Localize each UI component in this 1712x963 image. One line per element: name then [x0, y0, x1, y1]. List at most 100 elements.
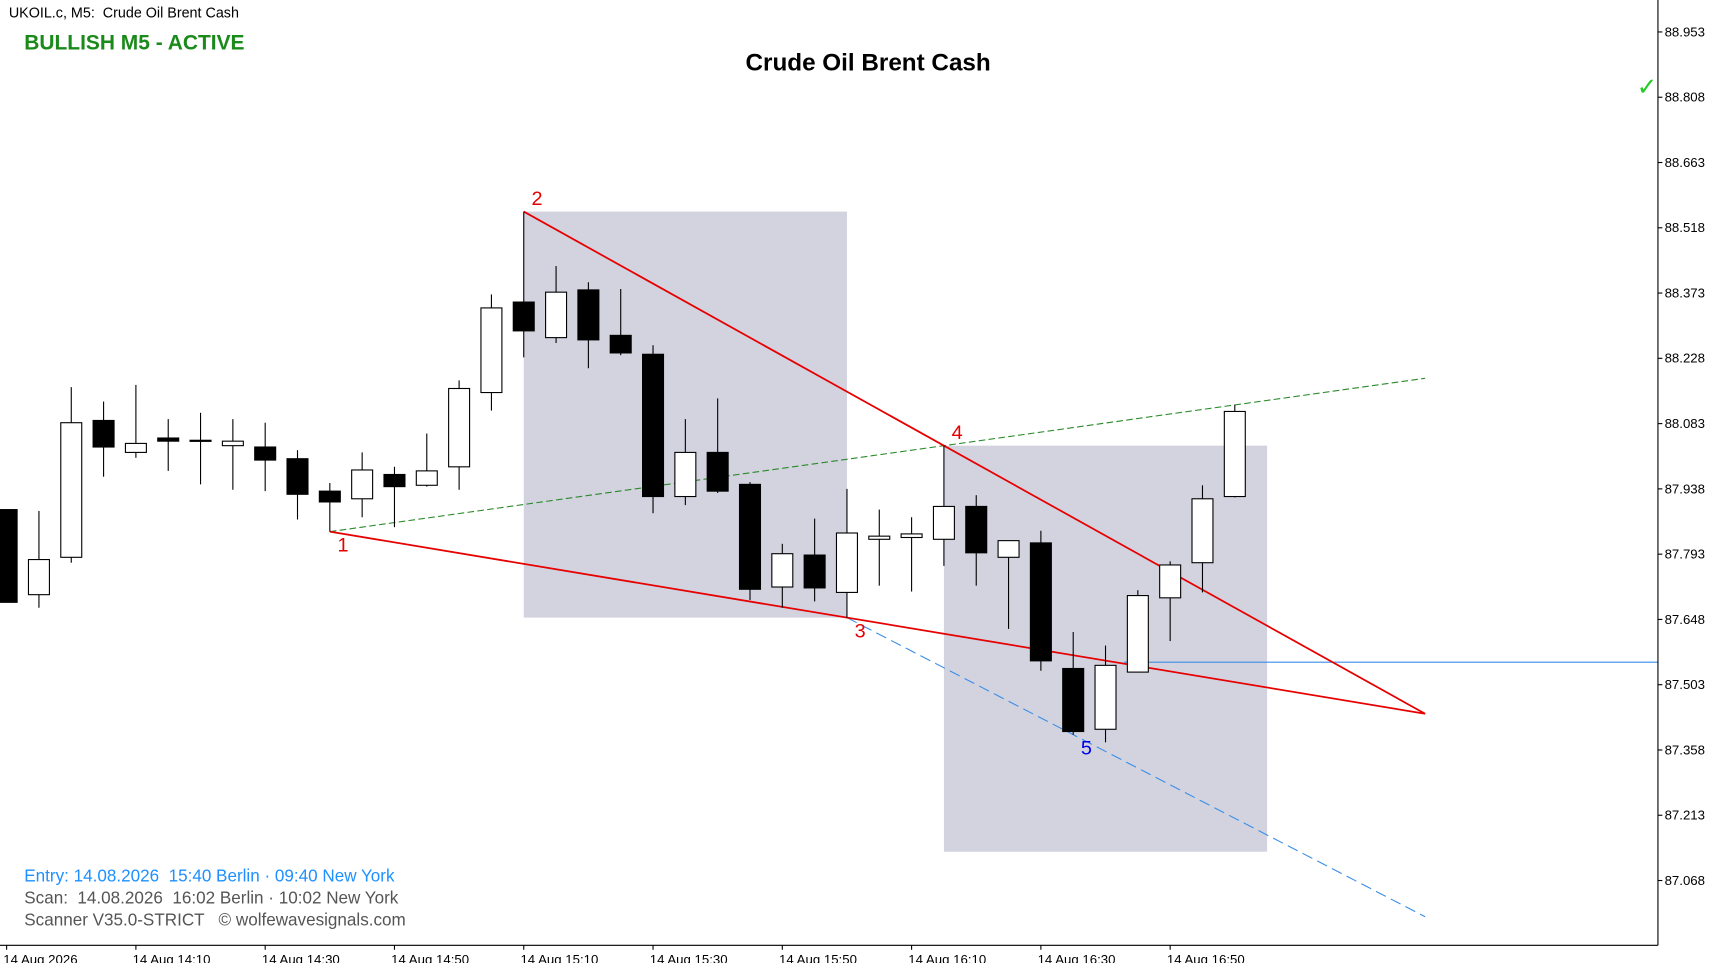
- scanner-info: Scanner V35.0-STRICT © wolfewavesignals.…: [24, 910, 406, 929]
- candle: [1029, 530, 1052, 671]
- candle: [221, 419, 244, 490]
- projection-line: [846, 617, 1426, 918]
- candle: [545, 266, 568, 344]
- candle-body: [835, 532, 858, 593]
- candle-body: [286, 458, 309, 495]
- candle: [738, 482, 762, 601]
- candle-body: [900, 533, 923, 539]
- y-tick-label: 88.228: [1665, 351, 1705, 366]
- pattern-lines: [329, 210, 1658, 918]
- candle-body: [545, 291, 568, 339]
- wave-label: 5: [1081, 738, 1092, 760]
- candle-body: [27, 559, 50, 596]
- scan-info: Scan: 14.08.2026 16:02 Berlin · 10:02 Ne…: [24, 888, 399, 907]
- x-tick-label: 14 Aug 2026: [3, 952, 77, 963]
- candle-body: [221, 440, 244, 447]
- wedge-line: [329, 530, 1426, 715]
- candle-body: [351, 469, 374, 500]
- y-tick-label: 87.503: [1665, 677, 1705, 692]
- x-tick-label: 14 Aug 14:50: [391, 952, 469, 963]
- candle: [1062, 632, 1085, 735]
- symbol-line: UKOIL.c, M5: Crude Oil Brent Cash: [9, 6, 239, 22]
- candle-body: [480, 307, 503, 394]
- y-tick-label: 88.953: [1665, 24, 1705, 39]
- candle-body: [318, 490, 341, 503]
- x-tick-label: 14 Aug 14:10: [133, 952, 211, 963]
- y-tick-label: 87.068: [1665, 873, 1705, 888]
- candle-body: [997, 540, 1020, 558]
- candle-body: [1191, 498, 1214, 564]
- candle-body: [706, 451, 729, 492]
- candle: [1159, 561, 1182, 642]
- candle-body: [157, 437, 180, 442]
- candle-body: [448, 387, 471, 468]
- candle: [1126, 590, 1149, 673]
- wedge-line: [523, 210, 1426, 715]
- x-tick-label: 14 Aug 14:30: [262, 952, 340, 963]
- candle: [965, 495, 988, 586]
- candle-body: [868, 535, 891, 540]
- candle-body: [189, 439, 212, 442]
- candle: [60, 387, 83, 563]
- candle: [92, 401, 115, 477]
- candle: [415, 433, 438, 487]
- candle-body: [609, 334, 632, 354]
- x-tick-label: 14 Aug 16:30: [1038, 952, 1116, 963]
- candle-body: [383, 473, 406, 488]
- x-tick-label: 14 Aug 15:50: [779, 952, 857, 963]
- candle: [512, 211, 535, 358]
- chart-title: Crude Oil Brent Cash: [746, 50, 991, 77]
- candle: [157, 419, 180, 471]
- candle: [706, 398, 729, 493]
- candle-body: [1159, 564, 1182, 599]
- status-mark: ✓: [1637, 74, 1657, 101]
- candle: [448, 380, 471, 490]
- y-tick-label: 87.793: [1665, 547, 1705, 562]
- candle-body: [577, 289, 600, 341]
- candle-body: [60, 422, 83, 558]
- candle: [383, 466, 406, 528]
- y-tick-label: 88.808: [1665, 90, 1705, 105]
- candle-body: [254, 446, 277, 461]
- candle: [286, 450, 309, 520]
- candle-body: [642, 353, 665, 498]
- candle: [0, 509, 18, 603]
- candle-body: [771, 553, 794, 588]
- x-tick-label: 14 Aug 16:10: [908, 952, 986, 963]
- zone: [523, 211, 847, 618]
- candle: [900, 517, 923, 592]
- x-tick-label: 14 Aug 15:10: [520, 952, 598, 963]
- y-tick-label: 87.938: [1665, 481, 1705, 496]
- candle-body: [1126, 595, 1149, 673]
- y-tick-label: 88.083: [1665, 416, 1705, 431]
- candle: [318, 483, 341, 532]
- candle: [1191, 485, 1214, 593]
- candle: [577, 282, 600, 369]
- candle-body: [803, 554, 826, 589]
- candle-body: [92, 419, 115, 448]
- target-line: [329, 377, 1426, 533]
- candle-body: [932, 505, 955, 540]
- status: BULLISH M5 - ACTIVE: [24, 32, 244, 55]
- y-tick-label: 88.518: [1665, 220, 1705, 235]
- candle-body: [1062, 667, 1085, 733]
- candle: [835, 488, 858, 618]
- wave-label: 3: [855, 620, 866, 642]
- candle-body: [512, 301, 535, 332]
- y-tick-label: 87.358: [1665, 742, 1705, 757]
- candle: [803, 518, 826, 602]
- candle: [254, 422, 277, 492]
- candle-body: [1223, 410, 1246, 498]
- x-tick-label: 14 Aug 16:50: [1167, 952, 1245, 963]
- x-tick-label: 14 Aug 15:30: [650, 952, 728, 963]
- y-tick-label: 87.213: [1665, 808, 1705, 823]
- y-tick-label: 87.648: [1665, 612, 1705, 627]
- candle: [609, 289, 632, 356]
- candles: [0, 211, 1246, 743]
- candle: [997, 540, 1020, 629]
- candle-body: [965, 505, 988, 554]
- candle: [868, 509, 891, 586]
